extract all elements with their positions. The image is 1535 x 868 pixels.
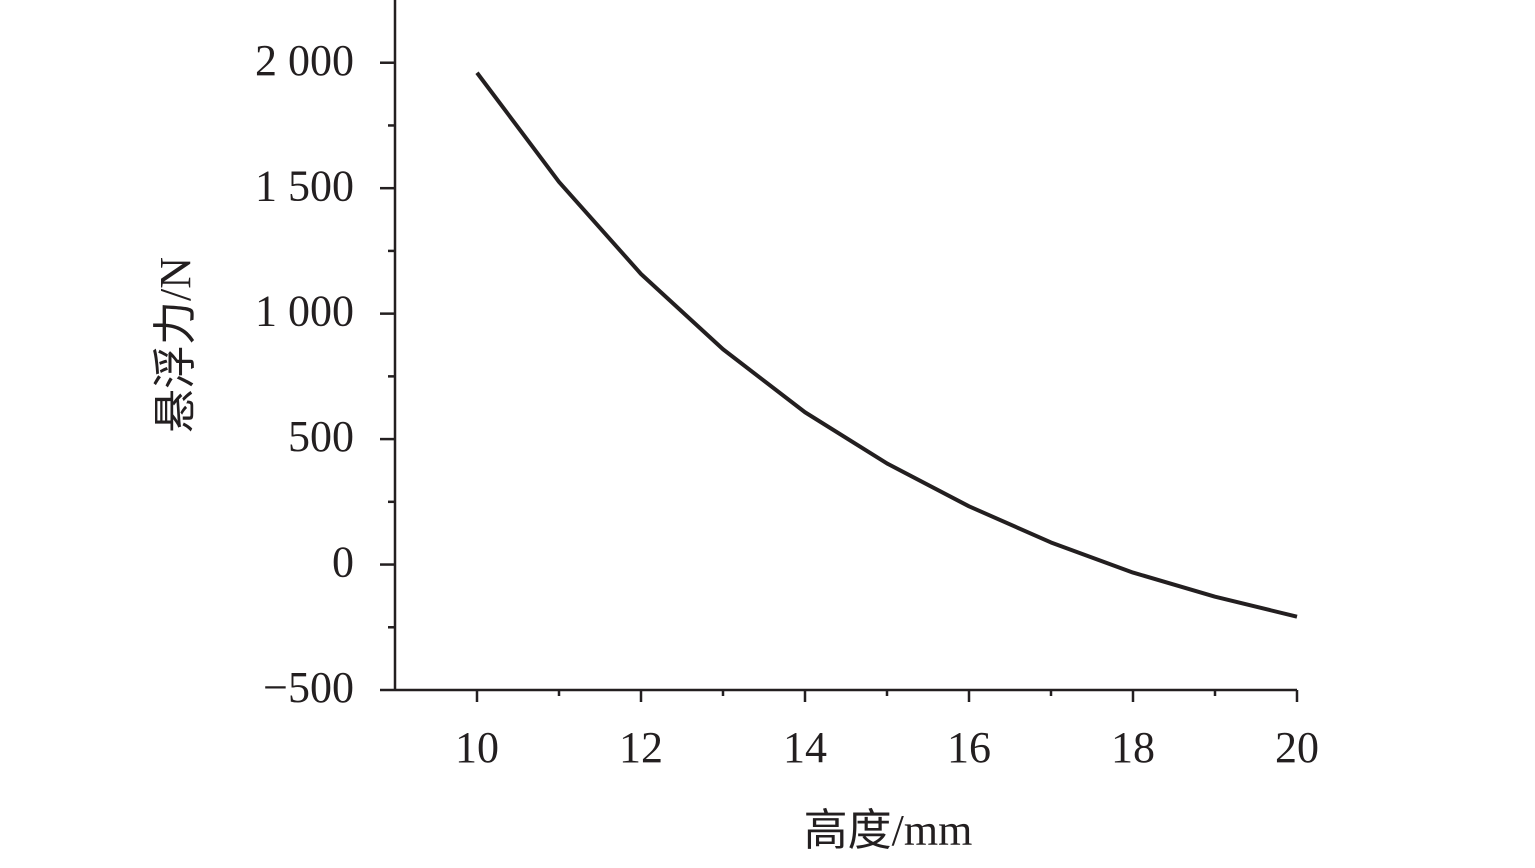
y-tick-label: 2 000 <box>255 36 354 85</box>
x-tick-label: 18 <box>1111 723 1155 772</box>
x-tick-label: 16 <box>947 723 991 772</box>
x-tick-label: 20 <box>1275 723 1319 772</box>
x-tick-label: 12 <box>619 723 663 772</box>
x-tick-label: 14 <box>783 723 827 772</box>
x-tick-label: 10 <box>455 723 499 772</box>
y-tick-label: 1 000 <box>255 287 354 336</box>
data-line <box>475 71 1298 619</box>
y-tick-label: 0 <box>332 538 354 587</box>
y-tick-label: 500 <box>288 412 354 461</box>
x-axis-label: 高度/mm <box>804 806 973 855</box>
y-tick-label: −500 <box>263 663 354 712</box>
y-axis-label: 悬浮力/N <box>151 257 200 433</box>
y-tick-label: 1 500 <box>255 161 354 210</box>
